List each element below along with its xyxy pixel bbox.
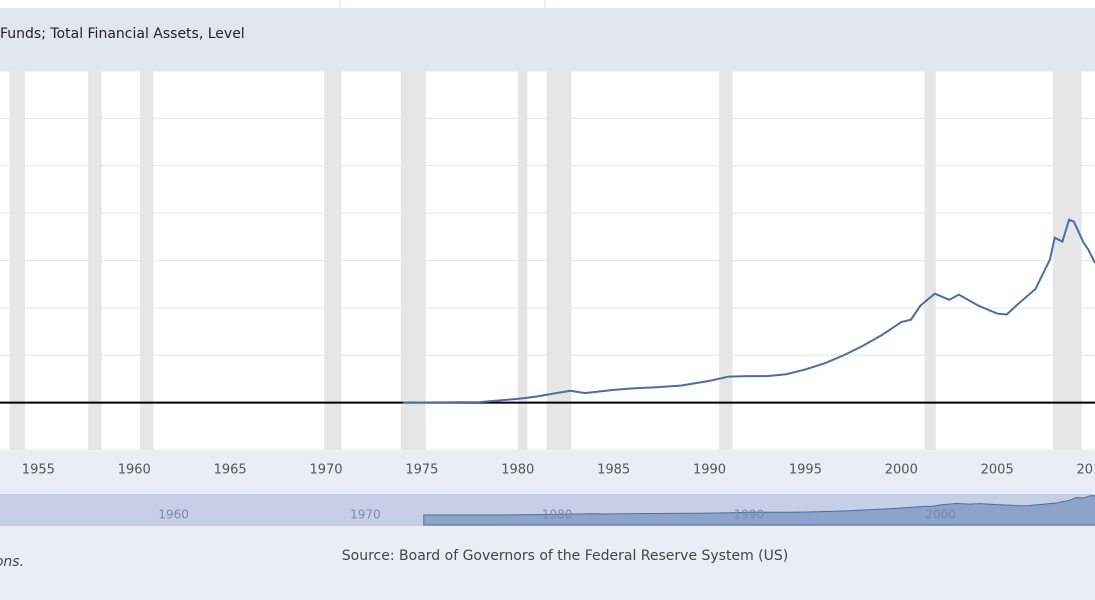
x-tick-label: 1955 <box>22 463 55 478</box>
top-strip <box>0 0 1095 8</box>
navigator-tick-label: 1960 <box>158 508 189 522</box>
series-line <box>402 218 1095 404</box>
x-tick-label: 1970 <box>309 463 342 478</box>
x-tick-label: 1990 <box>693 463 726 478</box>
x-tick-label: 1960 <box>118 463 151 478</box>
navigator-tick-label: 2000 <box>925 508 956 522</box>
chart-title: Funds; Total Financial Assets, Level <box>0 26 245 42</box>
navigator-tick-label: 1980 <box>542 508 573 522</box>
x-tick-label: 2000 <box>885 463 918 478</box>
note: ons. <box>0 554 24 570</box>
x-tick-label: 1965 <box>214 463 247 478</box>
navigator-tick-label: 1970 <box>350 508 381 522</box>
x-tick-label: 1995 <box>789 463 822 478</box>
x-tick-label: 1985 <box>597 463 630 478</box>
x-tick-label: 2010 <box>1077 463 1095 478</box>
x-tick-label: 1975 <box>405 463 438 478</box>
navigator-tick-label: 1990 <box>734 508 765 522</box>
header <box>0 8 1095 71</box>
x-tick-label: 2005 <box>981 463 1014 478</box>
navigator-area <box>423 495 1095 526</box>
x-tick-label: 1980 <box>501 463 534 478</box>
source: Source: Board of Governors of the Federa… <box>342 548 788 564</box>
